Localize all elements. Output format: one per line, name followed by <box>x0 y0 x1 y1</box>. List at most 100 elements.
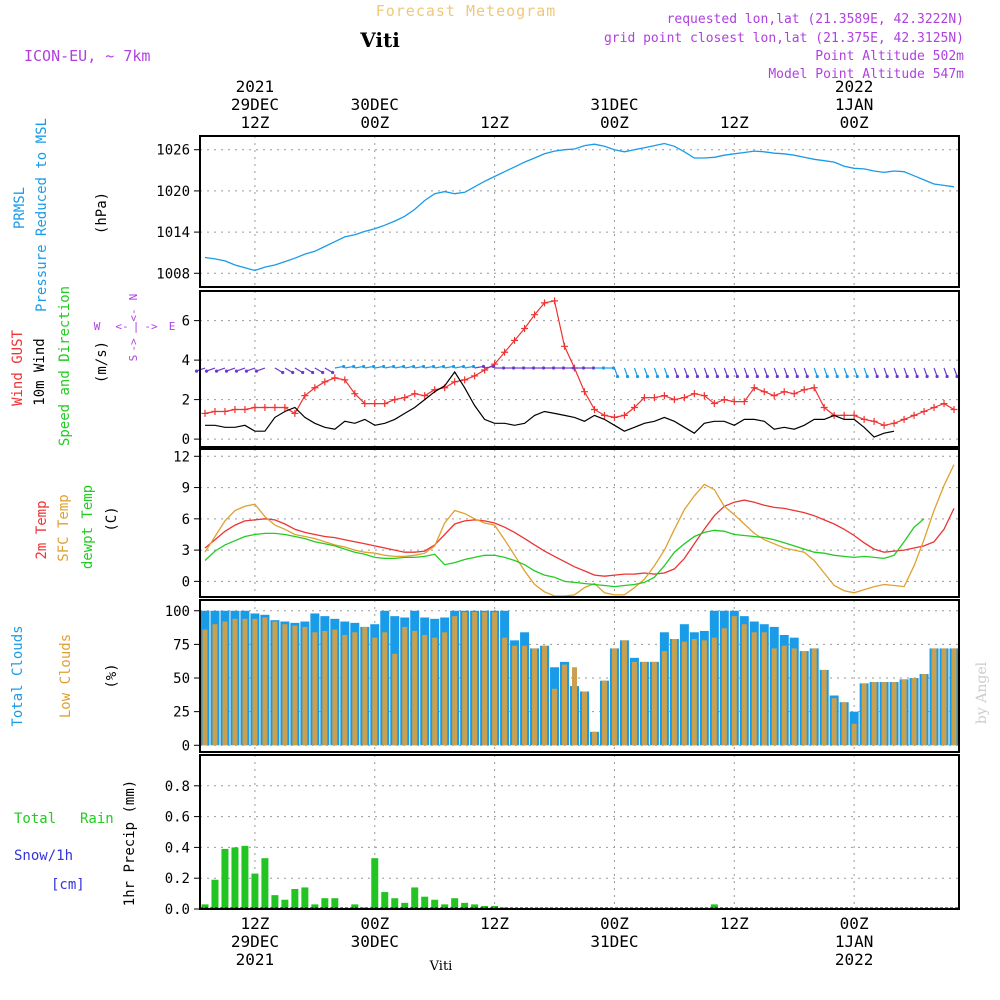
gust-marker <box>900 415 908 423</box>
panel-frame <box>199 135 960 288</box>
panel-pressure: 1008 1014 1020 1026 <box>156 135 960 288</box>
low-cloud-bar <box>761 632 767 746</box>
wind-dir-arrowhead <box>645 374 650 379</box>
low-cloud-bar <box>841 702 847 746</box>
wind-dir-arrowhead <box>224 369 229 373</box>
gust-marker <box>820 404 828 412</box>
low-cloud-bar <box>891 682 897 746</box>
wind-dir-arrowhead <box>291 370 295 375</box>
top-time-label: 30DEC <box>351 95 399 114</box>
low-cloud-bar <box>741 624 747 746</box>
wind-dir-arrowhead <box>675 374 680 379</box>
panel-precipitation: 0.0 0.2 0.4 0.6 0.8 <box>165 754 960 918</box>
gust-marker <box>720 396 728 404</box>
compass-e: E <box>169 320 176 333</box>
gust-marker <box>301 392 309 400</box>
wind-dir-arrowhead <box>845 374 849 379</box>
wind-dir-arrowhead <box>402 364 406 369</box>
low-cloud-bar <box>552 688 558 746</box>
low-cloud-bar <box>372 637 378 746</box>
gust-marker <box>650 394 658 402</box>
rain-bar <box>291 888 299 909</box>
watermark: by Angel <box>974 661 990 724</box>
low-cloud-bar <box>621 640 627 746</box>
gust-marker <box>780 388 788 396</box>
wind-dir-arrowhead <box>865 374 869 379</box>
rain-bar <box>401 902 409 909</box>
gust-marker <box>610 413 618 421</box>
gust-label: Wind GUST <box>10 330 26 406</box>
wind-dir-arrowhead <box>521 366 526 370</box>
bottom-time-label: 12Z <box>720 914 749 933</box>
low-cloud-bar <box>292 625 298 746</box>
wind-dir-arrowhead <box>531 366 536 370</box>
wind-dir-arrowhead <box>735 374 739 379</box>
rain-bar <box>211 879 219 909</box>
wind-dir-arrowhead <box>601 366 606 370</box>
y-tick-label: 100 <box>165 604 190 620</box>
wind-dir-arrowhead <box>795 374 799 379</box>
bottom-time-label: 00Z <box>840 914 869 933</box>
low-cloud-bar <box>462 612 468 746</box>
gust-marker <box>810 384 818 392</box>
low-cloud-bar <box>562 664 568 746</box>
wind-dir-arrowhead <box>625 374 630 379</box>
gust-marker <box>291 409 299 417</box>
bottom-time-label: 2021 <box>236 950 275 969</box>
gust-marker <box>221 407 229 415</box>
wind-dir-arrowhead <box>362 364 366 369</box>
wind-dir-arrowhead <box>695 374 700 379</box>
series-line-wind-gust <box>204 300 955 426</box>
wind-dir-arrowhead <box>234 369 239 373</box>
wind-dir-arrowhead <box>665 374 670 379</box>
gust-marker <box>590 405 598 413</box>
panel-frame <box>199 754 960 910</box>
y-tick-label: 0 <box>182 738 190 754</box>
panel-wind: 0 2 4 6 <box>182 290 960 448</box>
bottom-time-label: 12Z <box>480 914 509 933</box>
wind-dir-arrowhead <box>214 369 219 373</box>
low-cloud-bar <box>861 683 867 746</box>
gust-marker <box>531 311 539 319</box>
top-time-label: 12Z <box>720 113 749 132</box>
compass-s-arrow: -> <box>127 338 140 352</box>
rain-bar <box>421 896 429 909</box>
wind-dir-arrowhead <box>855 374 859 379</box>
wind-dir-arrowhead <box>635 374 640 379</box>
wind-unit: (m/s) <box>94 341 110 383</box>
y-tick-label: 4 <box>182 353 190 369</box>
gust-marker <box>880 421 888 429</box>
rain-bar <box>371 858 379 909</box>
wind-compass: N <- W <- | -> E -> S <box>94 294 176 362</box>
low-cloud-bar <box>591 731 597 746</box>
low-cloud-bar <box>771 648 777 746</box>
gust-marker <box>321 378 329 386</box>
low-cloud-bar <box>721 628 727 746</box>
low-cloud-bar <box>332 629 338 746</box>
rain-bar <box>261 858 269 909</box>
gust-marker <box>251 404 259 412</box>
rain-bar <box>221 848 229 909</box>
low-cloud-bar <box>362 626 368 746</box>
low-cloud-bar <box>572 667 578 746</box>
wind-dir-arrowhead <box>765 374 769 379</box>
gust-marker <box>551 297 559 305</box>
low-cloud-bar <box>322 630 328 746</box>
wind-dir-arrowhead <box>725 374 729 379</box>
wind-dir-arrowhead <box>451 364 456 369</box>
rain-bar <box>391 898 399 909</box>
gust-marker <box>381 400 389 408</box>
gust-marker <box>261 404 269 412</box>
gust-marker <box>451 378 459 386</box>
low-cloud-bar <box>452 616 458 746</box>
low-cloud-bar <box>921 673 927 746</box>
gust-marker <box>201 409 209 417</box>
top-time-label: 12Z <box>480 113 509 132</box>
y-tick-label: 0.0 <box>165 902 190 918</box>
wind-dir-arrowhead <box>945 374 949 379</box>
panel-frame <box>199 448 960 598</box>
low-cloud-bar <box>671 639 677 746</box>
low-cloud-bar <box>631 661 637 746</box>
